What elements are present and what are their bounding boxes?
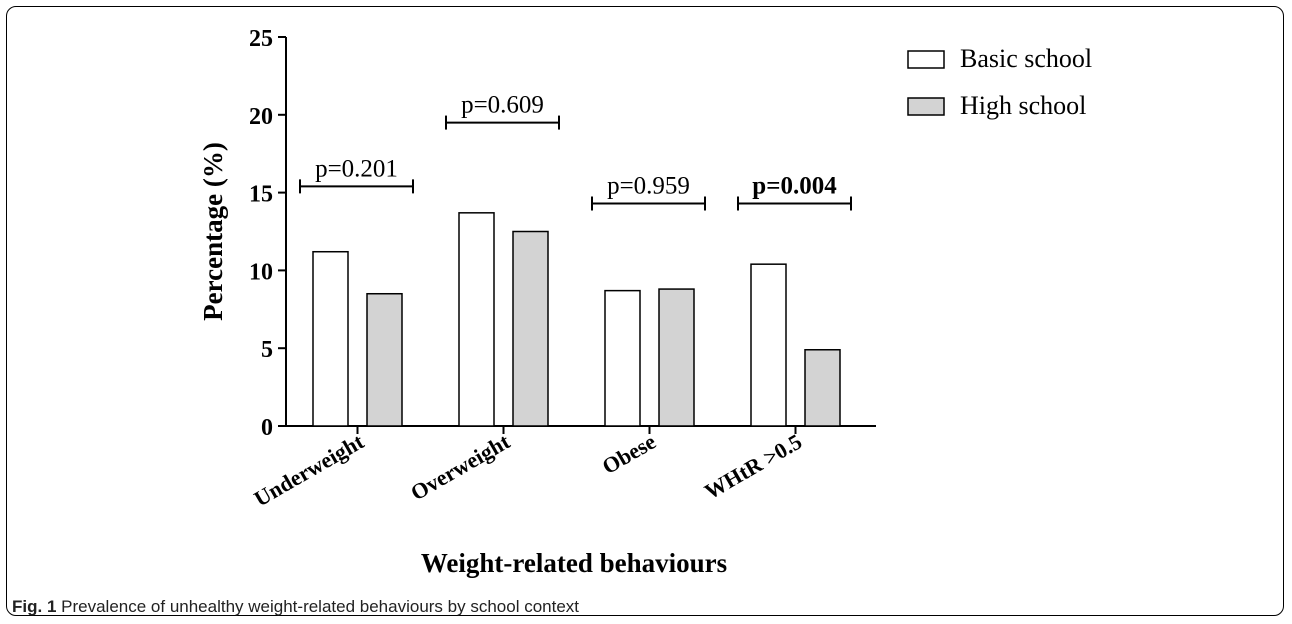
figure-frame [6, 6, 1284, 616]
p-value-label-3: p=0.004 [752, 172, 837, 199]
y-tick-label-10: 10 [249, 259, 273, 285]
bar-basic-school-1 [458, 212, 495, 427]
legend-swatch-high-school [907, 97, 945, 116]
bar-high-school-0 [366, 292, 403, 427]
legend-swatch-basic-school [907, 50, 945, 69]
y-axis-label: Percentage (%) [198, 142, 228, 321]
figure-caption-text: Prevalence of unhealthy weight-related b… [61, 597, 580, 616]
bar-high-school-2 [658, 288, 695, 427]
p-value-label-0: p=0.201 [315, 155, 398, 182]
figure-label: Fig. 1 [12, 597, 57, 616]
x-tick-label-2: Obese [598, 429, 660, 479]
bar-basic-school-2 [604, 289, 641, 427]
figure-caption: Fig. 1 Prevalence of unhealthy weight-re… [12, 597, 579, 617]
y-tick-label-25: 25 [249, 26, 273, 52]
bar-basic-school-3 [750, 263, 787, 427]
legend-label-basic-school: Basic school [960, 44, 1092, 73]
y-tick-label-5: 5 [261, 337, 273, 363]
bar-high-school-1 [512, 230, 549, 427]
bar-basic-school-0 [312, 250, 349, 427]
x-axis-label: Weight-related behaviours [421, 548, 727, 578]
y-tick-label-20: 20 [249, 104, 273, 130]
y-tick-label-0: 0 [261, 415, 273, 441]
p-value-label-1: p=0.609 [461, 92, 544, 119]
p-value-label-2: p=0.959 [607, 172, 690, 199]
legend-label-high-school: High school [960, 91, 1086, 120]
x-tick-label-3: WHtR >0.5 [700, 429, 806, 505]
bar-high-school-3 [804, 349, 841, 427]
x-tick-label-1: Overweight [406, 428, 514, 505]
y-tick-label-15: 15 [249, 182, 273, 208]
